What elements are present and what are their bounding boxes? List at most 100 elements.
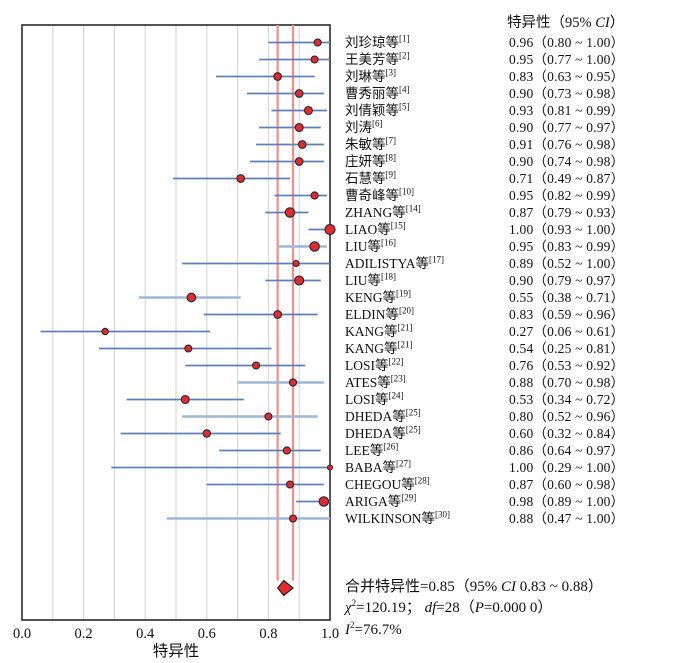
study-value: 0.93（0.81 ~ 0.99） — [509, 102, 625, 118]
point-marker — [294, 275, 305, 286]
study-ref: [5] — [399, 101, 410, 111]
study-ref: [21] — [397, 322, 413, 332]
study-row: CHEGOU等[28] 0.87（0.60 ~ 0.98） — [0, 476, 686, 494]
study-label: 石慧等[9] — [345, 169, 397, 186]
plot-frame — [21, 24, 331, 621]
ci-header-prefix: 特异性（95% — [507, 15, 596, 31]
ci-column-header: 特异性（95% CI） — [507, 11, 624, 32]
study-value: 1.00（0.93 ~ 1.00） — [509, 221, 625, 237]
study-label: 刘倩颖等[5] — [345, 101, 410, 118]
study-row: KENG等[19] 0.55（0.38 ~ 0.71） — [0, 289, 686, 307]
point-marker — [297, 140, 307, 149]
point-marker — [313, 38, 322, 47]
study-ref: [3] — [385, 67, 397, 77]
study-row: 刘琳等[3] 0.83（0.63 ~ 0.95） — [0, 68, 686, 86]
study-ref: [15] — [390, 220, 406, 230]
study-value: 0.88（0.70 ~ 0.98） — [509, 374, 625, 390]
point-marker — [310, 191, 319, 200]
point-marker — [273, 72, 282, 81]
study-ref: [21] — [397, 339, 413, 349]
point-marker — [284, 207, 296, 218]
study-label: KANG等[21] — [345, 339, 413, 356]
point-marker — [294, 157, 304, 166]
point-marker — [288, 378, 298, 387]
point-marker — [252, 361, 261, 370]
x-tick-label: 0.6 — [198, 626, 216, 642]
study-row: 曹秀丽等[4] 0.90（0.73 ~ 0.98） — [0, 85, 686, 103]
point-marker — [324, 223, 336, 236]
study-value: 0.91（0.76 ~ 0.98） — [509, 136, 625, 152]
point-marker — [202, 429, 212, 438]
study-ref: [26] — [383, 441, 399, 451]
study-value: 0.60（0.32 ~ 0.84） — [509, 425, 625, 441]
study-row: 朱敏等[7] 0.91（0.76 ~ 0.98） — [0, 136, 686, 154]
study-value: 0.95（0.83 ~ 0.99） — [509, 238, 625, 254]
study-ref: [25] — [405, 424, 421, 434]
study-ref: [7] — [385, 135, 397, 145]
p-value: =0.000 0） — [483, 600, 553, 616]
study-row: 刘珍琼等[1] 0.96（0.80 ~ 1.00） — [0, 34, 686, 52]
df-symbol: df — [424, 600, 437, 616]
point-marker — [303, 105, 313, 116]
point-marker — [236, 174, 246, 183]
study-row: KANG等[21] 0.54（0.25 ~ 0.81） — [0, 340, 686, 358]
study-label: LIU等[18] — [345, 271, 396, 288]
p-symbol: P — [474, 600, 484, 616]
study-label: KENG等[19] — [345, 288, 411, 305]
study-label: BABA等[27] — [345, 458, 412, 475]
study-row: ELDIN等[20] 0.83（0.59 ~ 0.96） — [0, 306, 686, 324]
study-label: ADILISTYA等[17] — [345, 254, 444, 271]
study-value: 0.76（0.53 ~ 0.92） — [509, 357, 625, 373]
point-marker — [186, 292, 197, 303]
study-ref: [23] — [390, 373, 406, 383]
study-ref: [1] — [399, 33, 410, 43]
study-value: 0.89（0.52 ~ 1.00） — [509, 255, 625, 271]
pooled-diamond — [276, 579, 294, 597]
study-label: 朱敏等[7] — [345, 135, 397, 152]
study-ref: [27] — [396, 458, 412, 468]
study-value: 0.54（0.25 ~ 0.81） — [509, 340, 625, 356]
point-marker — [101, 327, 109, 336]
study-row: LIAO等[15] 1.00（0.93 ~ 1.00） — [0, 221, 686, 239]
study-label: 曹奇峰等[10] — [345, 186, 414, 203]
chi-square-text: χ2=120.19； df=28（P=0.000 0） — [345, 599, 552, 617]
study-row: BABA等[27] 1.00（0.29 ~ 1.00） — [0, 459, 686, 477]
study-ref: [20] — [399, 305, 414, 315]
point-marker — [318, 496, 330, 507]
df-value: =28（ — [436, 600, 475, 616]
study-row: DHEDA等[25] 0.80（0.52 ~ 0.96） — [0, 408, 686, 426]
study-row: LEE等[26] 0.86（0.64 ~ 0.97） — [0, 442, 686, 460]
study-value: 0.83（0.63 ~ 0.95） — [509, 68, 625, 84]
study-value: 0.83（0.59 ~ 0.96） — [509, 306, 625, 322]
point-marker — [309, 241, 320, 252]
study-row: ATES等[23] 0.88（0.70 ~ 0.98） — [0, 374, 686, 392]
x-tick-label: 0.2 — [75, 626, 93, 642]
study-label: DHEDA等[25] — [345, 407, 421, 424]
point-marker — [180, 394, 190, 405]
study-ref: [18] — [381, 271, 396, 281]
x-tick-label: 1.0 — [321, 626, 339, 642]
study-label: LIAO等[15] — [345, 220, 406, 237]
study-value: 0.55（0.38 ~ 0.71） — [509, 289, 625, 305]
study-value: 0.53（0.34 ~ 0.72） — [509, 391, 625, 407]
point-marker — [184, 344, 193, 353]
ci-header-suffix: ） — [609, 15, 625, 31]
study-ref: [25] — [405, 407, 421, 417]
study-label: DHEDA等[25] — [345, 424, 421, 441]
point-marker — [285, 480, 295, 489]
study-label: 刘珍琼等[1] — [345, 33, 410, 50]
study-value: 0.80（0.52 ~ 0.96） — [509, 408, 625, 424]
study-value: 0.95（0.82 ~ 0.99） — [509, 187, 625, 203]
study-row: 刘涛[6] 0.90（0.77 ~ 0.97） — [0, 119, 686, 137]
study-ref: [9] — [385, 169, 397, 179]
x-tick-label: 0.0 — [13, 626, 31, 642]
study-label: ATES等[23] — [345, 373, 406, 390]
study-value: 0.27（0.06 ~ 0.61） — [509, 323, 625, 339]
study-ref: [8] — [385, 152, 397, 162]
study-row: WILKINSON等[30] 0.88（0.47 ~ 1.00） — [0, 510, 686, 528]
i-squared-text: I2=76.7% — [345, 621, 402, 639]
pooled-specificity-text: 合并特异性=0.85（95% CI 0.83 ~ 0.88） — [345, 578, 603, 596]
study-label: LOSI等[22] — [345, 356, 404, 373]
study-value: 0.95（0.77 ~ 1.00） — [509, 51, 625, 67]
study-value: 0.98（0.89 ~ 1.00） — [509, 493, 625, 509]
